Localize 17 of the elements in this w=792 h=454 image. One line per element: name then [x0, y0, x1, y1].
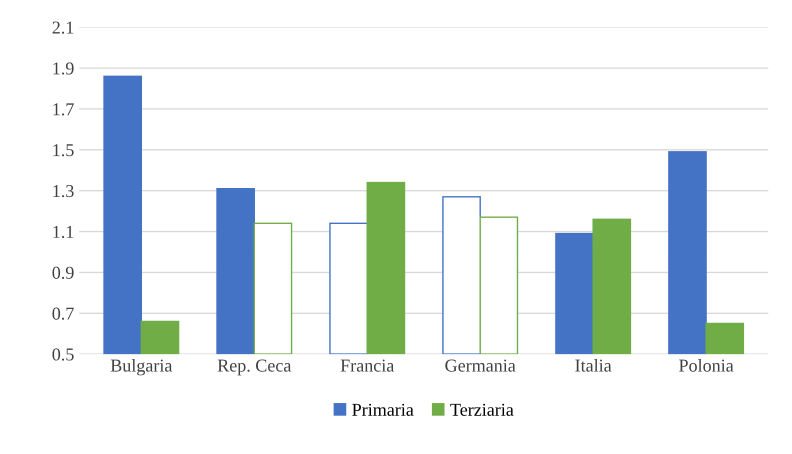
y-tick-label: 1.9 [53, 62, 74, 75]
y-tick-label: 0.5 [52, 348, 74, 361]
y-tick-label: 1.1 [53, 226, 74, 238]
y-tick-label: 1.5 [53, 144, 74, 156]
x-tick-label: Germania [445, 360, 516, 372]
legend-label: Terziaria [450, 404, 514, 416]
x-tick-label: Francia [340, 360, 394, 372]
x-tick-label: Rep. Ceca [218, 360, 292, 376]
legend-label: Primaria [352, 404, 414, 416]
y-tick-label: 2.1 [52, 22, 74, 34]
y-tick-label: 0.9 [52, 266, 74, 279]
x-tick-label: Polonia [679, 358, 734, 372]
x-tick-label: Italia [575, 358, 612, 372]
y-tick-label: 1.3 [53, 184, 74, 198]
x-tick-label: Bulgaria [110, 358, 172, 376]
y-tick-label: 1.7 [53, 103, 74, 116]
y-tick-label: 0.7 [52, 308, 74, 320]
